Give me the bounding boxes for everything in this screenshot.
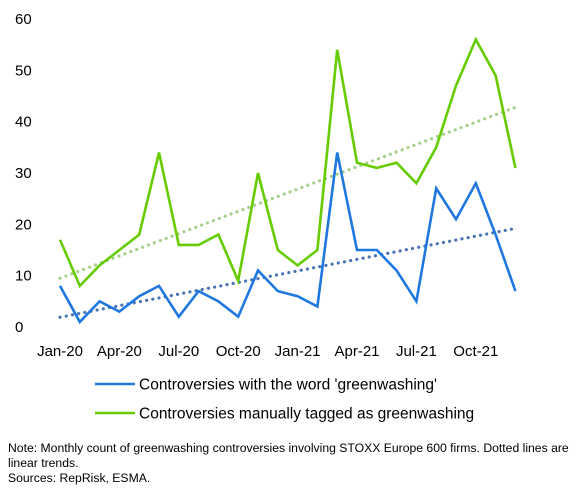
trend-lines — [58, 105, 518, 319]
x-tick-label: Jul-20 — [158, 343, 199, 360]
sources-text: Sources: RepRisk, ESMA. — [8, 471, 151, 485]
trend-line-1 — [58, 226, 518, 319]
x-tick-label: Jan-20 — [37, 343, 83, 360]
y-tick-label: 40 — [15, 114, 32, 131]
chart-note: Note: Monthly count of greenwashing cont… — [8, 441, 580, 486]
legend: Controversies with the word 'greenwashin… — [95, 377, 474, 423]
x-tick-label: Apr-20 — [97, 343, 142, 360]
y-axis: 0 10 20 30 40 50 60 — [15, 11, 32, 336]
x-axis: Jan-20 Apr-20 Jul-20 Oct-20 Jan-21 Apr-21 Jul-… — [37, 343, 498, 360]
x-tick-label: Oct-20 — [216, 343, 261, 360]
y-tick-label: 50 — [15, 62, 32, 79]
y-tick-label: 30 — [15, 165, 32, 182]
trend-line-2 — [58, 105, 518, 280]
x-tick-label: Apr-21 — [334, 343, 379, 360]
legend-label-2: Controversies manually tagged as greenwa… — [139, 406, 474, 423]
series-lines — [58, 36, 517, 325]
series-line-2 — [58, 36, 517, 289]
note-text: Note: Monthly count of greenwashing cont… — [8, 441, 569, 470]
y-tick-label: 20 — [15, 216, 32, 233]
x-tick-label: Oct-21 — [453, 343, 498, 360]
y-tick-label: 60 — [15, 11, 32, 28]
y-tick-label: 10 — [15, 268, 32, 285]
x-tick-label: Jan-21 — [275, 343, 321, 360]
legend-label-1: Controversies with the word 'greenwashin… — [139, 377, 437, 394]
x-tick-label: Jul-21 — [396, 343, 437, 360]
series-line-1 — [58, 152, 517, 325]
y-tick-label: 0 — [15, 319, 23, 336]
